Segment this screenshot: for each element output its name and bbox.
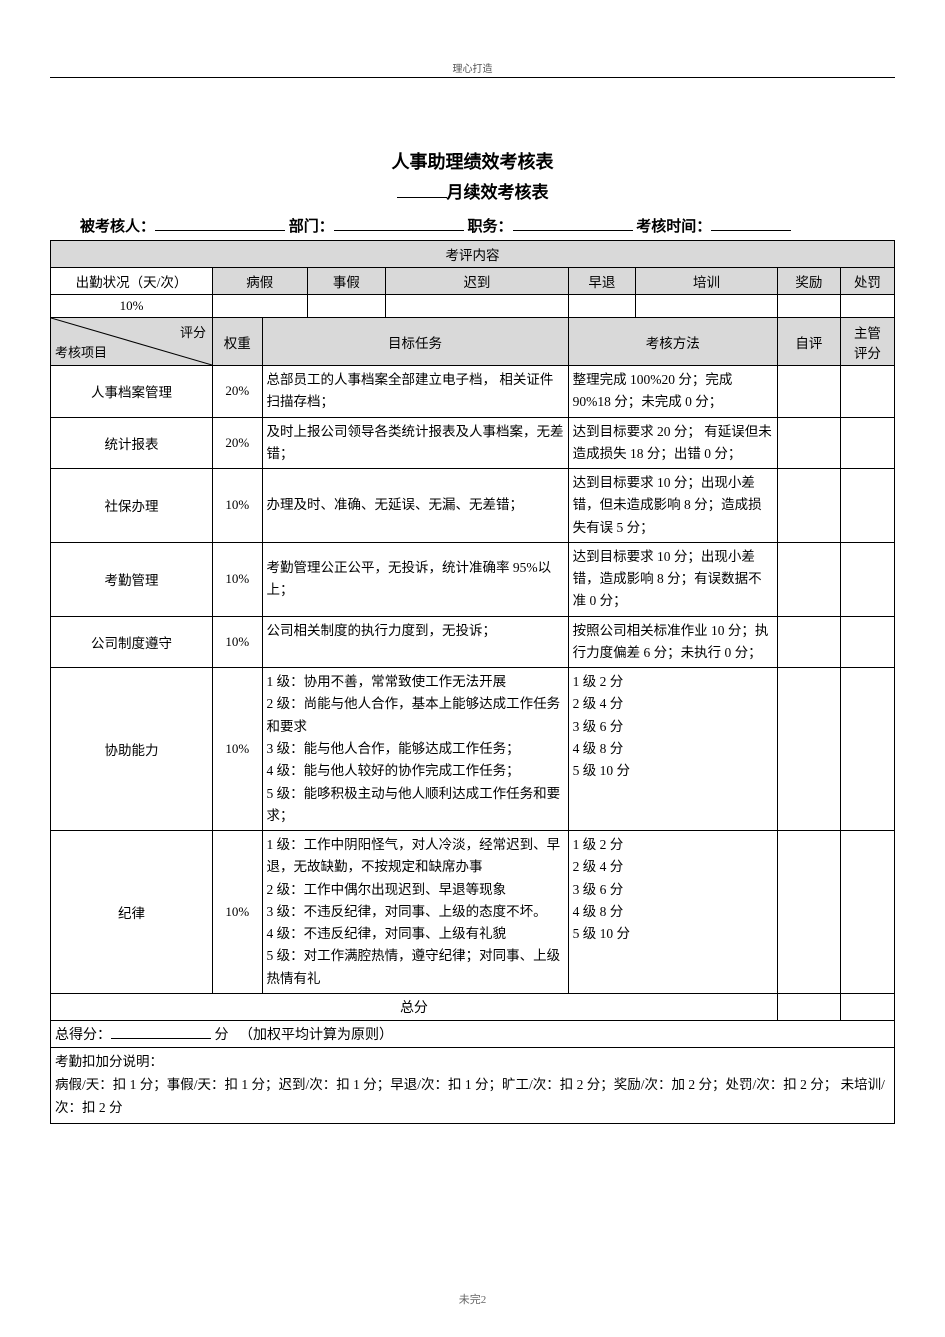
time-label: 考核时间：: [636, 219, 711, 235]
row-target: 1 级：协用不善，常常致使工作无法开展 2 级：尚能与他人合作，基本上能够达成工…: [262, 668, 568, 831]
total-line-note: （加权平均计算为原则）: [239, 1028, 393, 1043]
col-method: 考核方法: [568, 318, 777, 366]
row-name: 协助能力: [51, 668, 213, 831]
diag-top-right: 评分: [180, 322, 206, 341]
total-line-prefix: 总得分：: [55, 1028, 111, 1043]
position-label: 职务：: [468, 219, 513, 235]
row-method: 1 级 2 分 2 级 4 分 3 级 6 分 4 级 8 分 5 级 10 分: [568, 668, 777, 831]
attendance-weight: 10%: [51, 295, 213, 318]
row-name: 公司制度遵守: [51, 616, 213, 668]
row-mgr[interactable]: [840, 831, 894, 994]
row-name: 社保办理: [51, 469, 213, 543]
assessee-label: 被考核人：: [80, 219, 155, 235]
col-penalty: 处罚: [840, 268, 894, 295]
row-target: 办理及时、准确、无延误、无漏、无差错；: [262, 469, 568, 543]
explain-body: 病假/天：扣 1 分；事假/天：扣 1 分；迟到/次：扣 1 分；早退/次：扣 …: [55, 1074, 890, 1120]
row-self[interactable]: [777, 668, 840, 831]
table-row: 纪律 10% 1 级：工作中阴阳怪气，对人冷淡，经常迟到、早退，无故缺勤，不按规…: [51, 831, 895, 994]
row-weight: 20%: [213, 417, 263, 469]
row-method: 达到目标要求 20 分； 有延误但未造成损失 18 分；出错 0 分；: [568, 417, 777, 469]
col-early: 早退: [568, 268, 636, 295]
col-target: 目标任务: [262, 318, 568, 366]
col-training: 培训: [636, 268, 778, 295]
table-row: 人事档案管理 20% 总部员工的人事档案全部建立电子档， 相关证件扫描存档； 整…: [51, 366, 895, 418]
row-method: 达到目标要求 10 分；出现小差错，但未造成影响 8 分；造成损失有误 5 分；: [568, 469, 777, 543]
row-mgr[interactable]: [840, 366, 894, 418]
page-footer: 未完2: [0, 1291, 945, 1307]
row-self[interactable]: [777, 616, 840, 668]
col-late: 迟到: [386, 268, 568, 295]
header-tag: 理心打造: [50, 60, 895, 75]
cell-personal[interactable]: [307, 295, 386, 318]
page-title: 人事助理绩效考核表: [50, 148, 895, 174]
row-method: 按照公司相关标准作业 10 分；执行力度偏差 6 分；未执行 0 分；: [568, 616, 777, 668]
col-reward: 奖励: [777, 268, 840, 295]
col-sick: 病假: [213, 268, 308, 295]
row-target: 考勤管理公正公平，无投诉，统计准确率 95%以上；: [262, 542, 568, 616]
page-subtitle: 月续效考核表: [50, 178, 895, 203]
row-target: 1 级：工作中阴阳怪气，对人冷淡，经常迟到、早退，无故缺勤，不按规定和缺席办事 …: [262, 831, 568, 994]
cell-penalty[interactable]: [840, 295, 894, 318]
row-mgr[interactable]: [840, 542, 894, 616]
attendance-label: 出勤状况（天/次）: [51, 268, 213, 295]
row-self[interactable]: [777, 542, 840, 616]
row-self[interactable]: [777, 417, 840, 469]
table-row: 社保办理 10% 办理及时、准确、无延误、无漏、无差错； 达到目标要求 10 分…: [51, 469, 895, 543]
dept-label: 部门：: [289, 219, 334, 235]
row-weight: 20%: [213, 366, 263, 418]
row-self[interactable]: [777, 831, 840, 994]
diag-bottom-left: 考核项目: [55, 342, 107, 361]
row-name: 考勤管理: [51, 542, 213, 616]
row-self[interactable]: [777, 366, 840, 418]
table-row: 统计报表 20% 及时上报公司领导各类统计报表及人事档案，无差错； 达到目标要求…: [51, 417, 895, 469]
table-row: 协助能力 10% 1 级：协用不善，常常致使工作无法开展 2 级：尚能与他人合作…: [51, 668, 895, 831]
row-weight: 10%: [213, 542, 263, 616]
row-weight: 10%: [213, 668, 263, 831]
total-line-unit: 分: [215, 1028, 229, 1043]
diagonal-header: 评分 考核项目: [51, 318, 213, 366]
row-name: 纪律: [51, 831, 213, 994]
col-personal: 事假: [307, 268, 386, 295]
table-row: 考勤管理 10% 考勤管理公正公平，无投诉，统计准确率 95%以上； 达到目标要…: [51, 542, 895, 616]
cell-early[interactable]: [568, 295, 636, 318]
row-method: 整理完成 100%20 分；完成 90%18 分；未完成 0 分；: [568, 366, 777, 418]
table-row: 公司制度遵守 10% 公司相关制度的执行力度到，无投诉； 按照公司相关标准作业 …: [51, 616, 895, 668]
row-self[interactable]: [777, 469, 840, 543]
row-target: 公司相关制度的执行力度到，无投诉；: [262, 616, 568, 668]
row-target: 总部员工的人事档案全部建立电子档， 相关证件扫描存档；: [262, 366, 568, 418]
row-name: 人事档案管理: [51, 366, 213, 418]
row-target: 及时上报公司领导各类统计报表及人事档案，无差错；: [262, 417, 568, 469]
col-mgr: 主管评分: [840, 318, 894, 366]
total-label: 总分: [51, 993, 778, 1020]
total-line: 总得分： 分 （加权平均计算为原则）: [51, 1020, 895, 1047]
col-weight: 权重: [213, 318, 263, 366]
row-weight: 10%: [213, 616, 263, 668]
assessment-table: 考评内容 出勤状况（天/次） 病假 事假 迟到 早退 培训 奖励 处罚 10%: [50, 240, 895, 1124]
total-mgr[interactable]: [840, 993, 894, 1020]
cell-reward[interactable]: [777, 295, 840, 318]
header-rule: [50, 77, 895, 78]
col-self: 自评: [777, 318, 840, 366]
row-method: 1 级 2 分 2 级 4 分 3 级 6 分 4 级 8 分 5 级 10 分: [568, 831, 777, 994]
row-method: 达到目标要求 10 分；出现小差错，造成影响 8 分；有误数据不准 0 分；: [568, 542, 777, 616]
explain-title: 考勤扣加分说明：: [55, 1051, 890, 1074]
row-mgr[interactable]: [840, 469, 894, 543]
cell-training[interactable]: [636, 295, 778, 318]
explain-cell: 考勤扣加分说明： 病假/天：扣 1 分；事假/天：扣 1 分；迟到/次：扣 1 …: [51, 1047, 895, 1123]
meta-row: 被考核人： 部门： 职务： 考核时间：: [50, 215, 895, 240]
row-name: 统计报表: [51, 417, 213, 469]
row-weight: 10%: [213, 831, 263, 994]
row-weight: 10%: [213, 469, 263, 543]
section-header: 考评内容: [51, 241, 895, 268]
total-self[interactable]: [777, 993, 840, 1020]
row-mgr[interactable]: [840, 668, 894, 831]
row-mgr[interactable]: [840, 616, 894, 668]
subtitle-text: 月续效考核表: [447, 183, 549, 202]
cell-sick[interactable]: [213, 295, 308, 318]
cell-late[interactable]: [386, 295, 568, 318]
row-mgr[interactable]: [840, 417, 894, 469]
